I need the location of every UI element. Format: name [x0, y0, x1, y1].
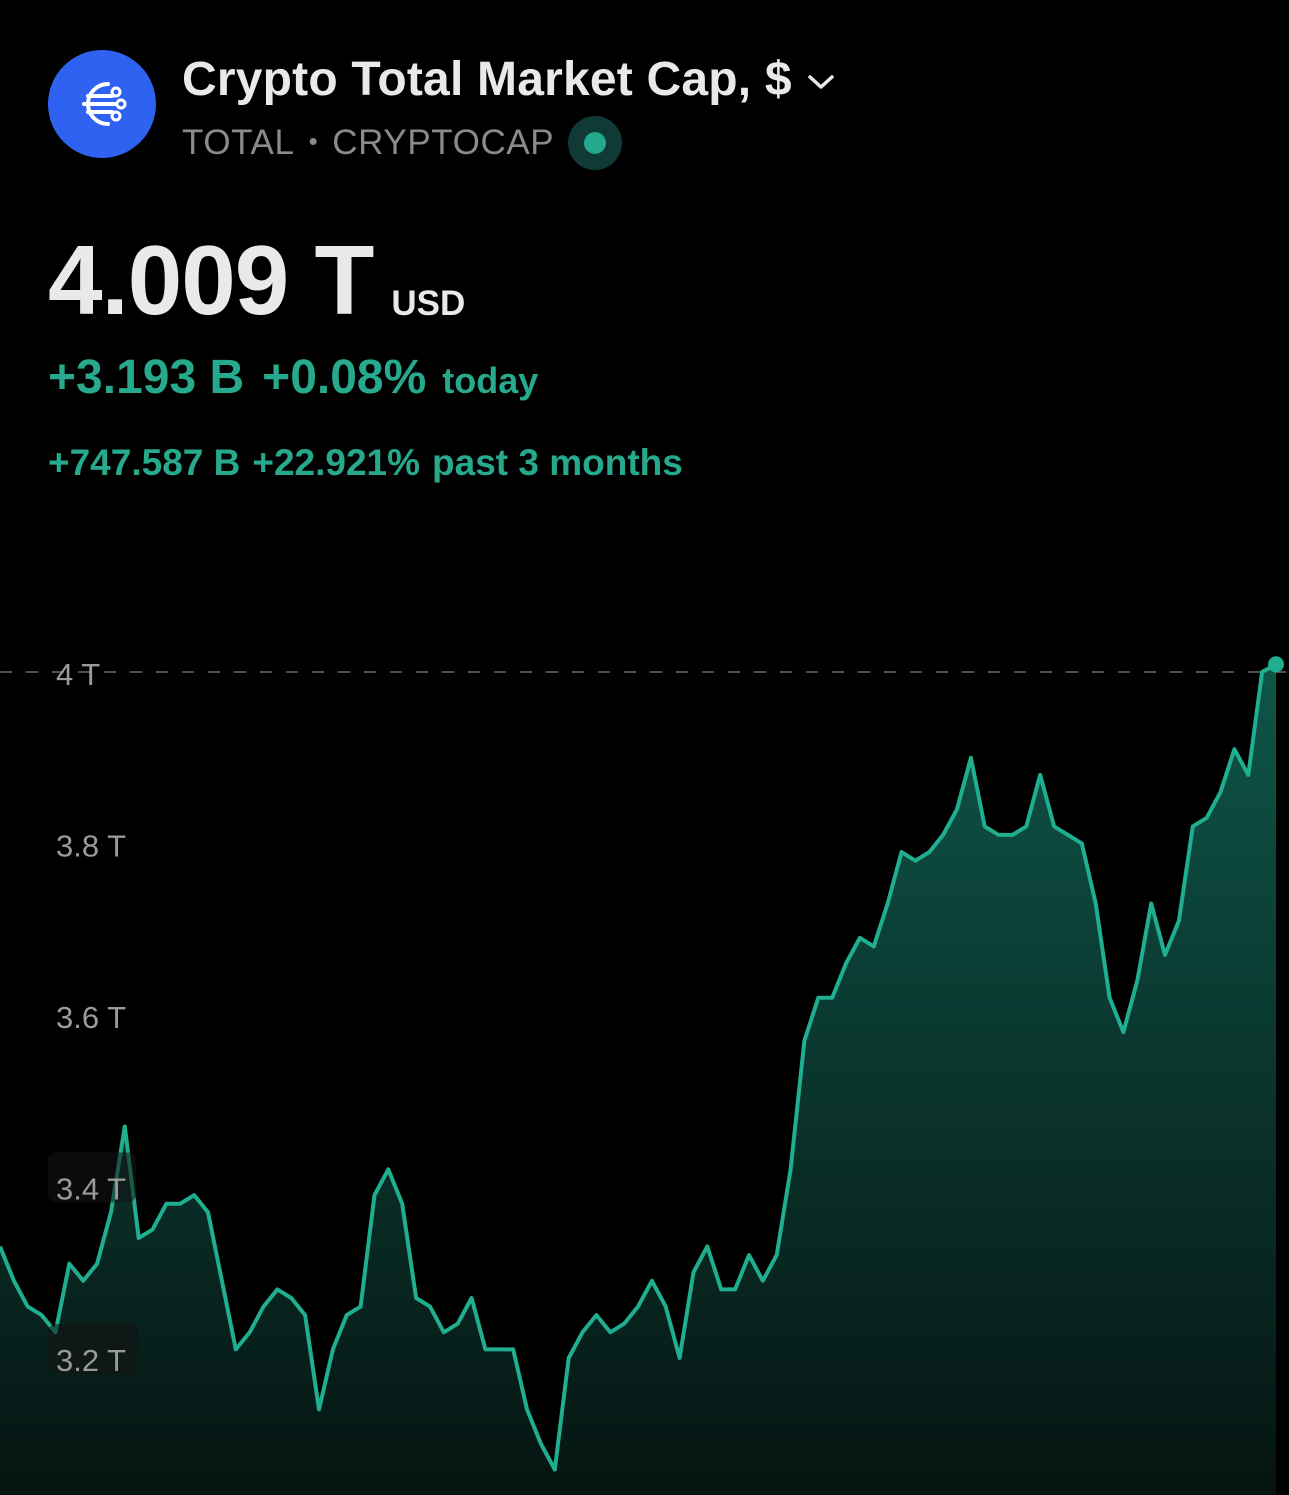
price-row: 4.009 T USD [48, 228, 465, 332]
y-tick-label-bg [48, 1152, 136, 1203]
separator-dot: • [308, 126, 319, 156]
instrument-subtitle: TOTAL • CRYPTOCAP [182, 116, 836, 170]
instrument-header: Crypto Total Market Cap, $ TOTAL • CRYPT… [48, 50, 836, 170]
market-status-inner [584, 132, 607, 154]
y-tick-label: 3.8 T [56, 829, 126, 864]
change-today-abs: +3.193 B [48, 351, 245, 404]
series-area [0, 664, 1276, 1495]
instrument-title[interactable]: Crypto Total Market Cap, $ [182, 53, 792, 106]
change-today: +3.193 B +0.08% today [48, 350, 538, 405]
change-period: +747.587 B +22.921% past 3 months [48, 442, 683, 484]
change-period-abs: +747.587 B [48, 442, 241, 483]
last-value-marker [1268, 656, 1284, 673]
price-currency: USD [391, 284, 466, 323]
title-block: Crypto Total Market Cap, $ TOTAL • CRYPT… [182, 52, 836, 170]
exchange-name: CRYPTOCAP [332, 123, 555, 162]
chevron-down-icon[interactable] [806, 72, 836, 92]
y-tick-label-bg [48, 1324, 138, 1374]
y-tick-label: 3.2 T [56, 1343, 126, 1378]
y-tick-label: 4 T [56, 657, 100, 692]
symbol-selector[interactable]: Crypto Total Market Cap, $ [182, 52, 836, 108]
market-status-dot-icon [568, 116, 623, 170]
change-today-label: today [442, 360, 539, 401]
last-price: 4.009 T [48, 225, 374, 335]
series-line [0, 662, 1277, 1472]
y-tick-label: 3.4 T [56, 1172, 126, 1207]
change-period-label: past 3 months [432, 442, 683, 483]
symbol-code: TOTAL [182, 123, 295, 162]
instrument-logo[interactable] [48, 50, 156, 158]
network-lines-icon [82, 82, 127, 126]
y-tick-label: 3.6 T [56, 1000, 126, 1035]
change-period-pct: +22.921% [252, 442, 421, 483]
change-today-pct: +0.08% [262, 351, 427, 404]
